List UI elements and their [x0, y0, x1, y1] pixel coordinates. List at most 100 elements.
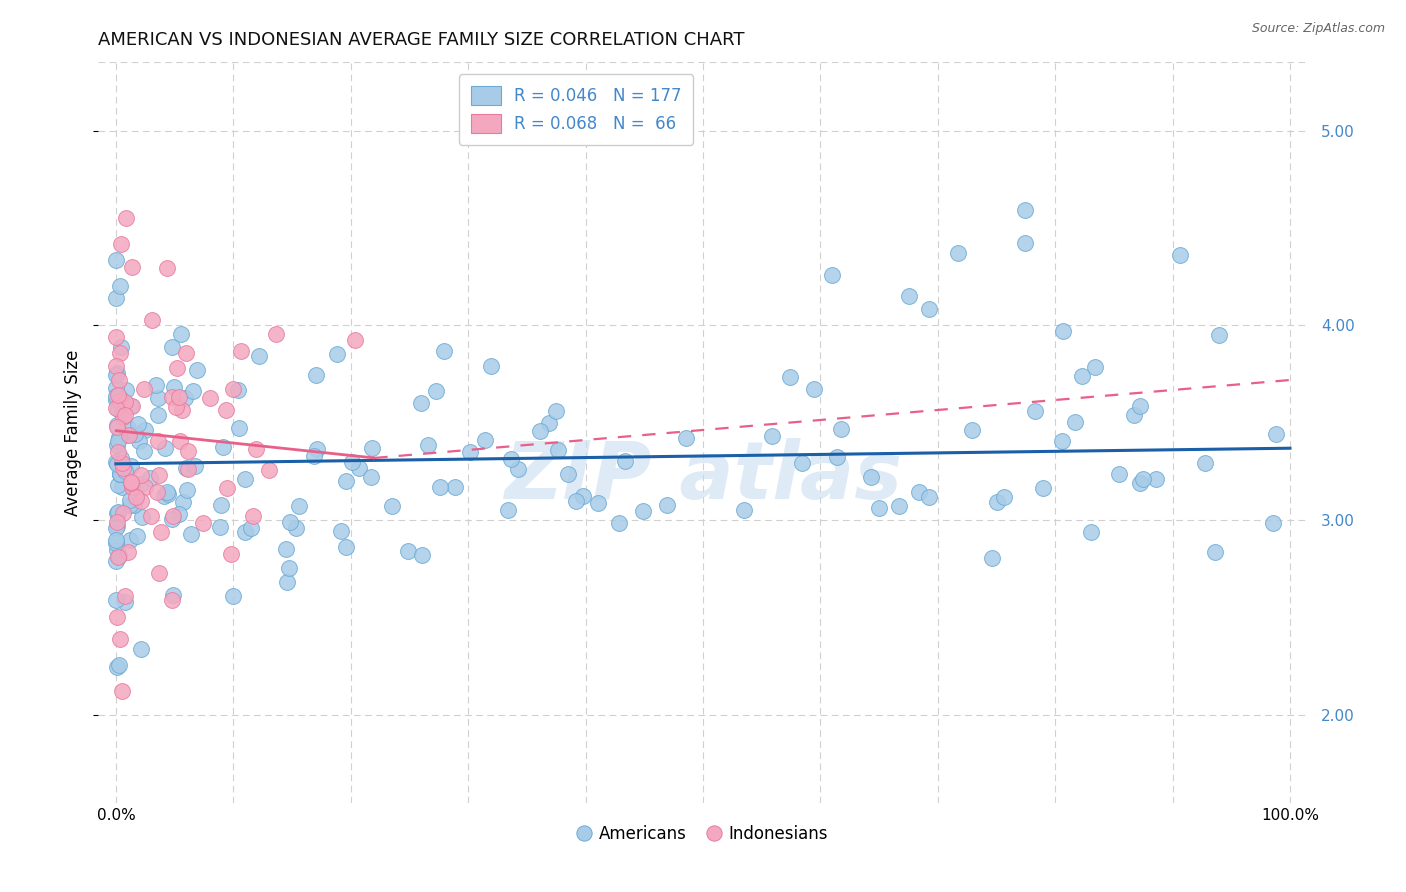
Point	[115, 211, 138, 225]
Point	[120, 475, 142, 489]
Point	[107, 444, 129, 458]
Point	[128, 434, 150, 449]
Point	[105, 533, 128, 547]
Point	[138, 470, 160, 484]
Point	[118, 498, 141, 512]
Point	[825, 450, 848, 465]
Point	[118, 493, 141, 508]
Point	[565, 494, 588, 508]
Point	[1132, 472, 1154, 486]
Point	[278, 561, 301, 575]
Point	[792, 456, 814, 470]
Point	[657, 498, 679, 512]
Point	[122, 498, 145, 512]
Point	[115, 428, 138, 442]
Point	[112, 409, 135, 424]
Point	[198, 391, 221, 405]
Point	[245, 442, 267, 456]
Point	[107, 477, 129, 491]
Point	[105, 381, 128, 395]
Point	[1024, 404, 1046, 418]
Point	[162, 390, 184, 404]
Point	[105, 401, 128, 415]
Point	[129, 468, 152, 483]
Point	[907, 484, 929, 499]
Point	[146, 409, 169, 423]
Point	[257, 463, 280, 477]
Point	[499, 451, 522, 466]
Point	[169, 390, 191, 404]
Point	[411, 548, 433, 562]
Point	[114, 383, 136, 397]
Point	[233, 472, 256, 486]
Point	[586, 495, 609, 509]
Legend: Americans, Indonesians: Americans, Indonesians	[571, 819, 835, 850]
Point	[110, 236, 132, 251]
Point	[105, 393, 128, 408]
Point	[111, 406, 134, 420]
Point	[105, 291, 128, 305]
Point	[156, 484, 179, 499]
Point	[474, 434, 496, 448]
Point	[114, 395, 136, 409]
Point	[146, 434, 169, 449]
Point	[124, 427, 146, 442]
Point	[305, 442, 328, 456]
Point	[120, 399, 142, 413]
Point	[108, 467, 131, 481]
Point	[105, 659, 128, 673]
Point	[1080, 524, 1102, 539]
Point	[162, 588, 184, 602]
Point	[107, 505, 129, 519]
Point	[162, 509, 184, 524]
Point	[557, 467, 579, 481]
Point	[571, 489, 593, 503]
Point	[134, 480, 156, 494]
Text: ZIP atlas: ZIP atlas	[503, 438, 903, 516]
Point	[125, 529, 148, 543]
Point	[276, 574, 298, 589]
Point	[121, 480, 143, 494]
Point	[105, 455, 128, 469]
Point	[105, 330, 128, 344]
Point	[212, 441, 235, 455]
Point	[172, 495, 194, 509]
Point	[946, 246, 969, 260]
Point	[1084, 359, 1107, 374]
Point	[347, 461, 370, 475]
Point	[129, 477, 152, 491]
Point	[156, 487, 179, 501]
Point	[165, 401, 187, 415]
Point	[898, 289, 921, 303]
Point	[425, 384, 447, 399]
Point	[215, 403, 238, 417]
Point	[221, 547, 243, 561]
Point	[1123, 408, 1146, 422]
Point	[479, 359, 502, 374]
Point	[181, 384, 204, 398]
Point	[108, 346, 131, 360]
Point	[613, 454, 636, 468]
Point	[381, 499, 404, 513]
Point	[148, 392, 170, 406]
Point	[145, 378, 167, 392]
Point	[129, 494, 152, 508]
Point	[1144, 472, 1167, 486]
Point	[114, 590, 136, 604]
Point	[108, 430, 131, 444]
Point	[170, 402, 193, 417]
Point	[221, 382, 243, 396]
Point	[105, 593, 128, 607]
Point	[544, 404, 567, 418]
Point	[193, 516, 215, 531]
Point	[537, 416, 560, 430]
Point	[1032, 481, 1054, 495]
Point	[342, 455, 364, 469]
Point	[986, 494, 1008, 508]
Point	[105, 542, 128, 557]
Point	[170, 326, 193, 341]
Point	[112, 458, 135, 473]
Point	[633, 503, 655, 517]
Point	[153, 490, 176, 504]
Point	[1129, 476, 1152, 491]
